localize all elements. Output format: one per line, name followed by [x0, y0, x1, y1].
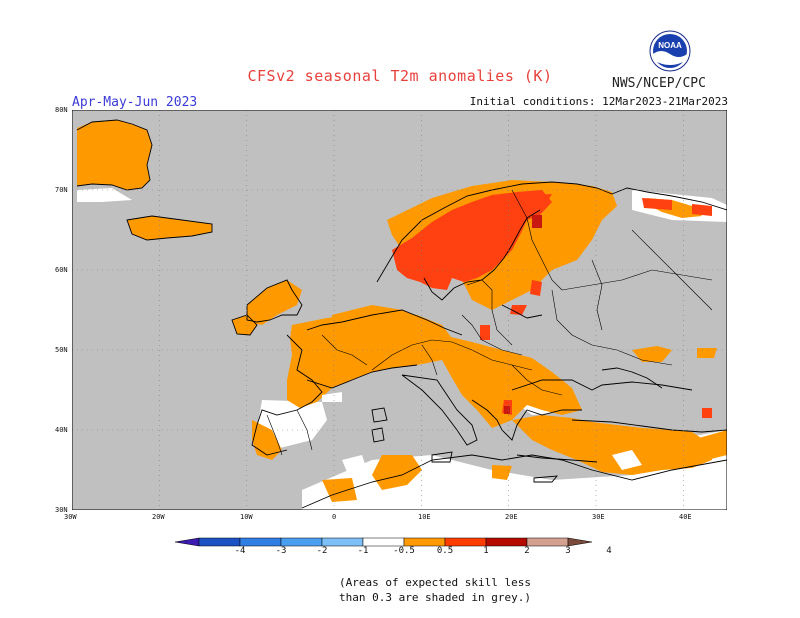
- lon-label-10w: 10W: [240, 513, 253, 521]
- legend-tick-label: 2: [524, 546, 530, 556]
- land-white-south: [262, 392, 642, 472]
- legend-tick-label: 0.5: [436, 546, 454, 556]
- initial-conditions-label: Initial conditions: 12Mar2023-21Mar2023: [469, 95, 728, 108]
- legend-cell: [485, 537, 528, 547]
- anomaly-red: [392, 190, 712, 418]
- legend-arrow-low: [175, 537, 200, 547]
- anomaly-orange: [77, 120, 727, 502]
- noaa-logo: NOAA: [649, 30, 691, 72]
- lat-label-50n: 50N: [55, 346, 68, 354]
- legend-cell: [526, 537, 569, 547]
- coastlines: [76, 119, 727, 509]
- lon-label-20w: 20W: [152, 513, 165, 521]
- legend-tick-label: 3: [565, 546, 571, 556]
- legend-tick-label: -1: [357, 546, 369, 556]
- lat-label-70n: 70N: [55, 186, 68, 194]
- grid-lines: [72, 110, 727, 510]
- lat-label-30n: 30N: [55, 506, 68, 514]
- chart-title: CFSv2 seasonal T2m anomalies (K): [247, 67, 553, 85]
- anomaly-darkred: [504, 215, 542, 414]
- credit-label: NWS/NCEP/CPC: [612, 76, 706, 91]
- legend-cell: [321, 537, 364, 547]
- legend-tick-label: -2: [316, 546, 328, 556]
- country-borders: [266, 189, 713, 456]
- logo-text: NOAA: [658, 41, 682, 50]
- color-legend: [175, 537, 593, 547]
- legend-cell: [198, 537, 241, 547]
- legend-cell: [403, 537, 446, 547]
- legend-tick-label: -3: [275, 546, 287, 556]
- legend-cell: [362, 537, 405, 547]
- lon-label-10e: 10E: [418, 513, 431, 521]
- lon-label-40e: 40E: [679, 513, 692, 521]
- legend-tick-label: 1: [483, 546, 489, 556]
- lon-label-30e: 30E: [592, 513, 605, 521]
- legend-cell: [444, 537, 487, 547]
- color-legend-cells: [175, 537, 593, 547]
- season-label: Apr-May-Jun 2023: [72, 95, 198, 110]
- skill-note-line1: (Areas of expected skill less: [338, 576, 532, 589]
- lat-label-60n: 60N: [55, 266, 68, 274]
- lon-label-0: 0: [332, 513, 337, 521]
- lat-label-40n: 40N: [55, 426, 68, 434]
- legend-arrow-high: [567, 537, 593, 547]
- lat-label-80n: 80N: [55, 106, 68, 114]
- legend-tick-label: -4: [234, 546, 246, 556]
- skill-note-line2: than 0.3 are shaded in grey.): [338, 591, 532, 604]
- anomaly-map: [72, 110, 727, 510]
- legend-cell: [239, 537, 282, 547]
- legend-tick-label: -0.5: [393, 546, 415, 556]
- lon-label-30w: 30W: [64, 513, 77, 521]
- legend-tick-label: 4: [606, 546, 612, 556]
- legend-cell: [280, 537, 323, 547]
- lon-label-20e: 20E: [505, 513, 518, 521]
